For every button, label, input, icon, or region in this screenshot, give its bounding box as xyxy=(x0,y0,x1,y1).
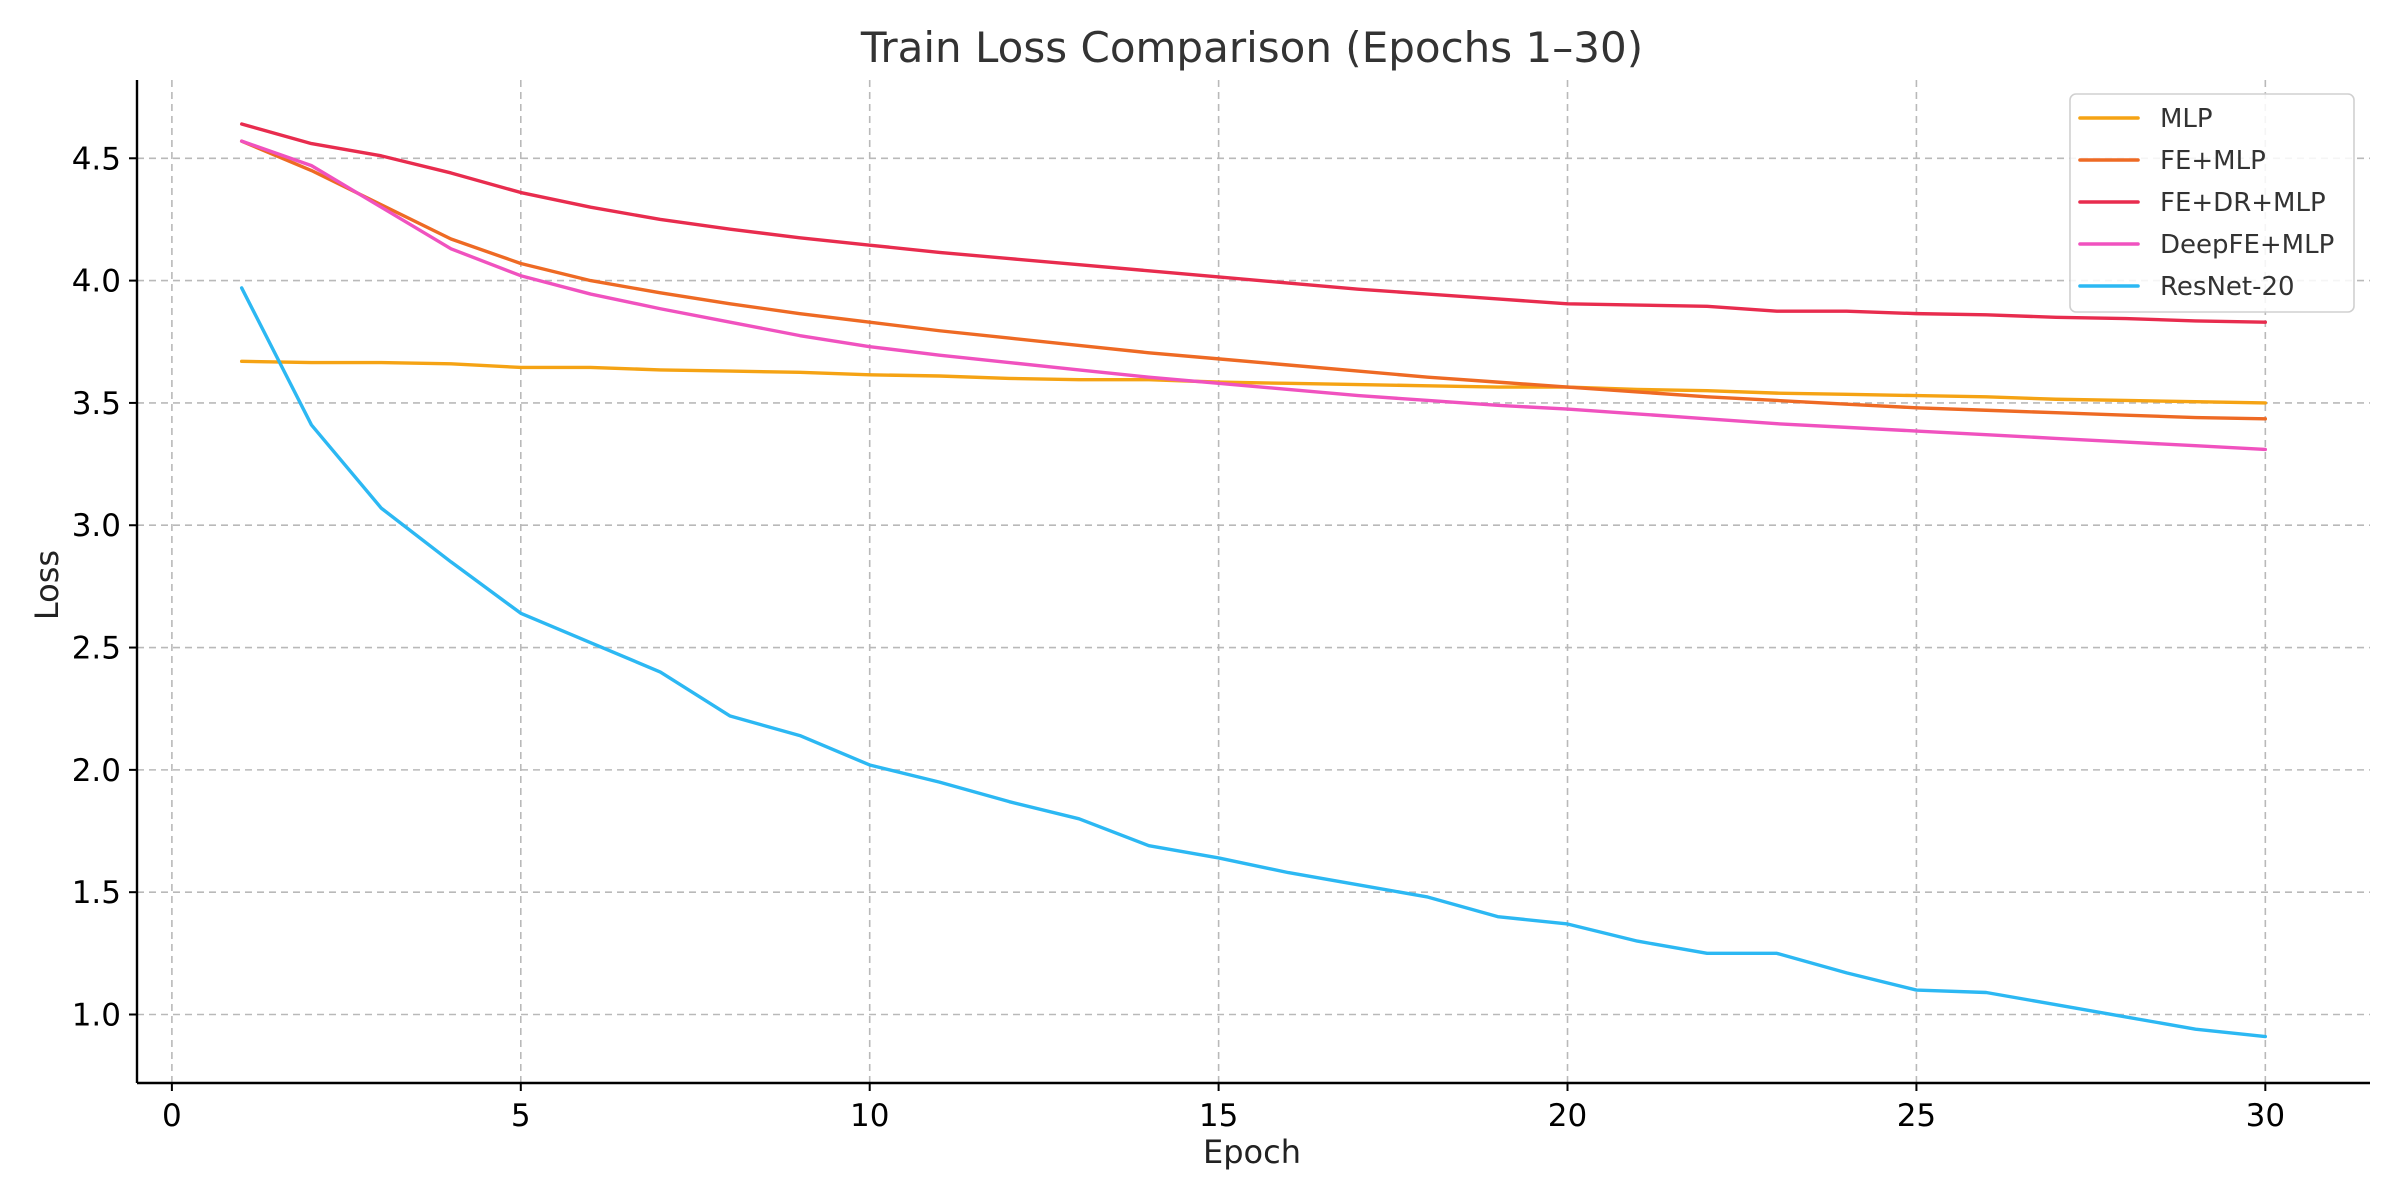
legend-label-resnet-20: ResNet-20 xyxy=(2160,272,2295,302)
y-tick-label: 3.0 xyxy=(72,508,121,544)
y-tick-label: 2.0 xyxy=(72,753,121,789)
legend-label-fe-dr-mlp: FE+DR+MLP xyxy=(2160,188,2326,218)
x-tick-label: 30 xyxy=(2246,1098,2285,1134)
x-tick-label: 20 xyxy=(1548,1098,1587,1134)
legend-label-fe-mlp: FE+MLP xyxy=(2160,146,2266,176)
ticks: 0 5 10 15 20 25 30 1.0 1.5 2.0 2.5 3.0 3.5 4.0 4.5 xyxy=(72,141,2285,1134)
legend-box xyxy=(2069,93,2355,313)
chart-title: Train Loss Comparison (Epochs 1–30) xyxy=(860,23,1643,72)
axes xyxy=(135,80,2370,1085)
y-tick-label: 1.0 xyxy=(72,998,121,1034)
grid xyxy=(137,80,2370,1083)
x-tick-label: 5 xyxy=(511,1098,531,1134)
series-line-fe-mlp xyxy=(239,139,2268,421)
x-tick-label: 10 xyxy=(850,1098,889,1134)
x-tick-label: 0 xyxy=(162,1098,182,1134)
x-tick-label: 25 xyxy=(1897,1098,1936,1134)
series-line-fe-dr-mlp xyxy=(239,122,2268,324)
x-axis-title: Epoch xyxy=(1203,1133,1301,1171)
series-lines xyxy=(239,122,2268,1039)
y-tick-label: 3.5 xyxy=(72,386,121,422)
series-line-resnet-20 xyxy=(239,286,2268,1039)
series-line-mlp xyxy=(239,359,2268,405)
series-line-deepfe-mlp xyxy=(239,139,2268,452)
y-tick-label: 1.5 xyxy=(72,875,121,911)
y-tick-label: 4.5 xyxy=(72,141,121,177)
y-tick-label: 2.5 xyxy=(72,631,121,667)
y-tick-label: 4.0 xyxy=(72,264,121,300)
x-tick-label: 15 xyxy=(1199,1098,1238,1134)
legend-label-deepfe-mlp: DeepFE+MLP xyxy=(2160,230,2334,260)
legend: MLP FE+MLP FE+DR+MLP DeepFE+MLP ResNet-20 xyxy=(2069,93,2355,313)
legend-label-mlp: MLP xyxy=(2160,104,2213,134)
y-axis-title: Loss xyxy=(28,550,66,620)
